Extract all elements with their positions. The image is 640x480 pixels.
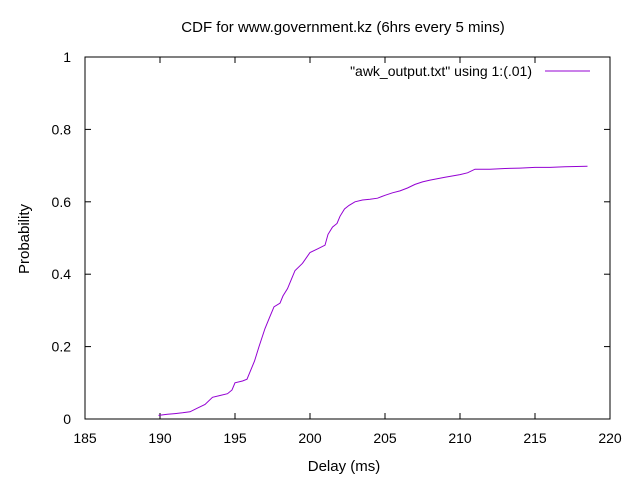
- y-tick-label: 0.6: [52, 194, 72, 210]
- x-tick-label: 215: [523, 430, 547, 446]
- y-tick-label: 0.8: [52, 121, 72, 137]
- plot-area: [84, 56, 611, 420]
- chart-title: CDF for www.government.kz (6hrs every 5 …: [181, 19, 504, 36]
- legend: "awk_output.txt" using 1:(.01): [350, 63, 590, 79]
- series-layer: [158, 165, 588, 416]
- x-tick-label: 210: [448, 430, 472, 446]
- x-tick-label: 220: [598, 430, 622, 446]
- y-tick-label: 0: [63, 411, 71, 427]
- x-axis: 185 190 195 200 205 210 215 220: [73, 57, 622, 446]
- x-tick-label: 185: [73, 430, 97, 446]
- y-tick-label: 1: [63, 49, 71, 65]
- x-tick-label: 205: [373, 430, 397, 446]
- x-tick-label: 190: [148, 430, 172, 446]
- y-axis-label: Probability: [16, 203, 33, 274]
- legend-label: "awk_output.txt" using 1:(.01): [350, 63, 532, 79]
- x-tick-label: 200: [298, 430, 322, 446]
- series-line: [158, 165, 588, 416]
- y-tick-label: 0.4: [52, 266, 72, 282]
- x-axis-label: Delay (ms): [308, 458, 381, 475]
- x-tick-label: 195: [223, 430, 247, 446]
- y-axis: 0 0.2 0.4 0.6 0.8 1: [52, 49, 610, 427]
- y-tick-label: 0.2: [52, 339, 72, 355]
- plot-border: [84, 56, 611, 420]
